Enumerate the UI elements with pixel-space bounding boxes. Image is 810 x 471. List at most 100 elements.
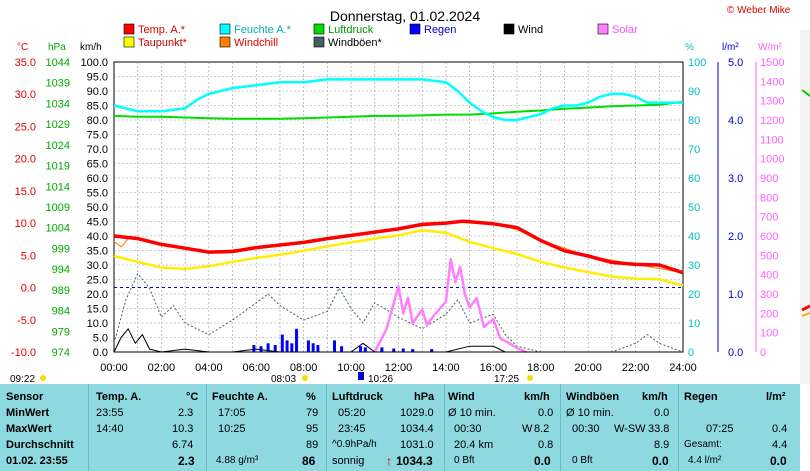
pressure-arrow-icon: ↑	[386, 454, 392, 468]
axis-unit-labels: °C hPa km/h % l/m² W/m²	[17, 42, 783, 53]
x-tick-label: 18:00	[527, 362, 555, 374]
legend-label: Solar	[612, 24, 638, 36]
legend-label: Windböen*	[328, 37, 383, 49]
humidity-tick-label: 40	[688, 231, 700, 243]
temp-tick-label: 35.0	[15, 57, 36, 69]
wind-avg10: 0.0	[538, 407, 554, 419]
humidity-unit-label: %	[685, 42, 694, 53]
solar-tick-label: 1100	[760, 134, 784, 146]
rain-bar	[273, 345, 277, 352]
temp-tick-label: 5.0	[21, 250, 36, 262]
rain-bar	[285, 340, 289, 352]
rain-tick-label: 0.0	[728, 347, 743, 359]
legend-label: Windchill	[234, 37, 278, 49]
pressure-tick-label: 984	[52, 306, 70, 318]
solar-tick-label: 0	[760, 347, 766, 359]
legend-swatch	[313, 23, 325, 35]
x-tick-label: 22:00	[622, 362, 650, 374]
wind-unit: km/h	[524, 391, 550, 403]
pressure-avg: 1031.0	[400, 439, 434, 451]
pressure-tick-label: 1024	[46, 140, 70, 152]
humidity-tick-label: 20	[688, 289, 700, 301]
gusts-avg: 8.9	[654, 439, 670, 451]
pressure-min-time: 05:20	[338, 407, 366, 419]
pressure-max: 1034.4	[400, 423, 434, 435]
stats-temp: Temp. A. °C 23:55 2.3 14:40 10.3 6.74 2.3	[92, 384, 202, 471]
sunset-label: 17:25	[494, 374, 519, 384]
wind-bft: 0 Bft	[454, 455, 475, 466]
legend-label: Luftdruck	[328, 24, 374, 36]
temp-tick-label: 0.0	[21, 283, 36, 295]
humidity-tick-label: 90	[688, 86, 700, 98]
gusts-max: 33.8	[648, 423, 670, 435]
legend-swatch	[123, 23, 135, 35]
temp-tick-label: 20.0	[15, 154, 36, 166]
temp-avg: 6.74	[172, 439, 194, 451]
stats-humidity: Feuchte A.% 17:05 79 10:25 95 89 4.88 g/m³…	[210, 384, 320, 471]
wind-head: Wind	[448, 391, 475, 403]
legend-label: Regen	[424, 24, 456, 36]
solar-tick-label: 1300	[760, 96, 784, 108]
x-tick-label: 12:00	[385, 362, 413, 374]
wind-tick-label: 45.0	[87, 217, 108, 229]
rain-bar	[311, 343, 315, 352]
wind-tick-label: 60.0	[87, 173, 108, 185]
rain-head: Regen	[684, 391, 718, 403]
wind-tick-label: 30.0	[87, 260, 108, 272]
pressure-tick-label: 994	[52, 264, 70, 276]
chart-title: Donnerstag, 01.02.2024	[330, 8, 480, 24]
legend-swatch	[597, 23, 609, 35]
moonrise-label: 09:22	[10, 374, 35, 384]
rain-tick-label: 5.0	[728, 57, 743, 69]
rain-tick-label: 4.0	[728, 115, 743, 127]
temp-unit: °C	[186, 391, 199, 403]
pressure-tick-label: 1034	[46, 98, 70, 110]
rain-bar	[266, 343, 270, 352]
pressure-unit: hPa	[414, 391, 435, 403]
stats-gusts: Windböen km/h Ø 10 min. 0.0 00:30 W-SW 33.8 …	[564, 384, 676, 471]
humidity-tick-label: 30	[688, 260, 700, 272]
pressure-current: 1034.3	[396, 454, 433, 468]
rain-bar	[306, 340, 310, 352]
pressure-head: Luftdruck	[332, 391, 383, 403]
wind-tick-label: 55.0	[87, 188, 108, 200]
row-label-max: MaxWert	[6, 423, 52, 435]
humidity-tick-label: 60	[688, 173, 700, 185]
sunset-icon	[527, 375, 533, 381]
pressure-tick-label: 974	[52, 347, 70, 359]
temp-tick-label: 10.0	[15, 218, 36, 230]
rain-bar	[363, 347, 367, 352]
statistics-panel: Sensor MinWert MaxWert Durchschnitt 01.0…	[0, 384, 800, 471]
wind-tick-label: 35.0	[87, 246, 108, 258]
pressure-tick-label: 1014	[46, 181, 70, 193]
copyright-label: © Weber Mike	[727, 5, 791, 16]
pressure-tick-label: 1004	[46, 223, 70, 235]
humidity-max-time: 10:25	[218, 423, 246, 435]
wind-tick-label: 25.0	[87, 275, 108, 287]
humidity-avg: 89	[306, 439, 319, 451]
stats-rain: Regen l/m² 07:25 0.4 Gesamt: 4.4 4.4 l/m² 0.…	[682, 384, 794, 471]
sunrise-label: 08:03	[271, 374, 296, 384]
gusts-avg10-label: Ø 10 min.	[566, 407, 614, 419]
row-label-current: 01.02. 23:55	[6, 455, 68, 467]
pressure-state: sonnig	[332, 455, 365, 467]
x-tick-label: 08:00	[290, 362, 318, 374]
temp-unit-label: °C	[17, 42, 28, 53]
noon-label: 10:26	[368, 374, 393, 384]
pressure-unit-label: hPa	[48, 42, 66, 53]
weather-chart: Donnerstag, 01.02.2024 © Weber Mike Temp…	[10, 5, 810, 384]
wind-tick-label: 85.0	[87, 101, 108, 113]
wind-tick-label: 90.0	[87, 86, 108, 98]
legend-swatch	[313, 36, 325, 48]
series-taupunkt	[113, 228, 684, 287]
series-temp-a	[113, 219, 684, 275]
temp-tick-label: -5.0	[17, 315, 36, 327]
humidity-min: 79	[306, 407, 319, 419]
humidity-current: 86	[302, 454, 316, 468]
rain-unit: l/m²	[766, 391, 786, 403]
solar-tick-label: 100	[760, 328, 778, 340]
temp-current: 2.3	[178, 454, 195, 468]
series-luftdruck	[113, 100, 684, 120]
pressure-tick-label: 1039	[46, 78, 70, 90]
legend-swatch	[219, 23, 231, 35]
